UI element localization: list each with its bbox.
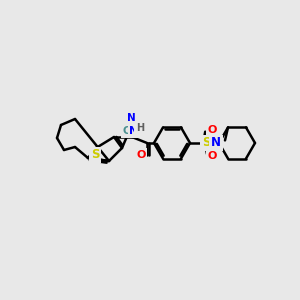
Text: N: N — [211, 136, 221, 149]
Text: O: O — [136, 150, 146, 160]
Text: N: N — [129, 126, 139, 136]
Text: S: S — [91, 148, 99, 161]
Text: S: S — [202, 136, 210, 149]
Text: O: O — [207, 125, 217, 135]
Text: N: N — [127, 113, 135, 123]
Text: O: O — [207, 151, 217, 161]
Text: H: H — [136, 123, 144, 133]
Text: C: C — [122, 126, 130, 136]
